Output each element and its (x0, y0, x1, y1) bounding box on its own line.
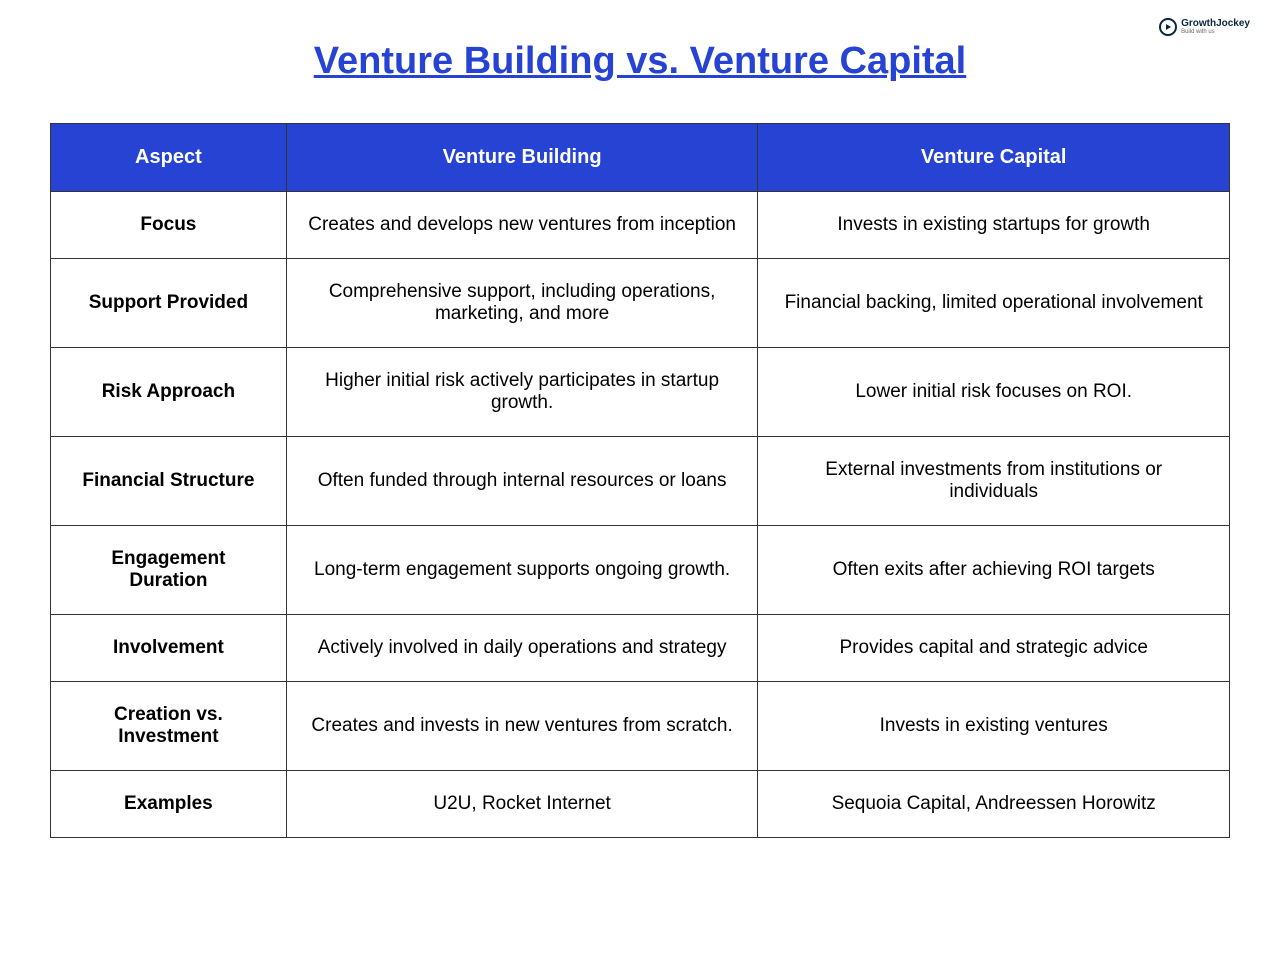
building-cell: Long-term engagement supports ongoing gr… (286, 526, 758, 615)
building-cell: Creates and invests in new ventures from… (286, 682, 758, 771)
col-header-building: Venture Building (286, 124, 758, 192)
aspect-cell: Creation vs. Investment (51, 682, 287, 771)
table-row: Support Provided Comprehensive support, … (51, 259, 1230, 348)
aspect-cell: Involvement (51, 615, 287, 682)
col-header-aspect: Aspect (51, 124, 287, 192)
logo-tagline: Build with us (1181, 29, 1250, 35)
building-cell: U2U, Rocket Internet (286, 771, 758, 838)
building-cell: Higher initial risk actively participate… (286, 348, 758, 437)
capital-cell: Lower initial risk focuses on ROI. (758, 348, 1230, 437)
capital-cell: Financial backing, limited operational i… (758, 259, 1230, 348)
building-cell: Creates and develops new ventures from i… (286, 192, 758, 259)
capital-cell: Often exits after achieving ROI targets (758, 526, 1230, 615)
brand-logo: GrowthJockey Build with us (1159, 18, 1250, 36)
table-header-row: Aspect Venture Building Venture Capital (51, 124, 1230, 192)
logo-text: GrowthJockey Build with us (1181, 19, 1250, 35)
col-header-capital: Venture Capital (758, 124, 1230, 192)
capital-cell: Invests in existing ventures (758, 682, 1230, 771)
capital-cell: Sequoia Capital, Andreessen Horowitz (758, 771, 1230, 838)
aspect-cell: Support Provided (51, 259, 287, 348)
table-row: Risk Approach Higher initial risk active… (51, 348, 1230, 437)
building-cell: Often funded through internal resources … (286, 437, 758, 526)
logo-icon (1159, 18, 1177, 36)
table-row: Involvement Actively involved in daily o… (51, 615, 1230, 682)
aspect-cell: Financial Structure (51, 437, 287, 526)
table-row: Focus Creates and develops new ventures … (51, 192, 1230, 259)
building-cell: Comprehensive support, including operati… (286, 259, 758, 348)
aspect-cell: Focus (51, 192, 287, 259)
aspect-cell: Engagement Duration (51, 526, 287, 615)
logo-name: GrowthJockey (1181, 19, 1250, 29)
table-row: Creation vs. Investment Creates and inve… (51, 682, 1230, 771)
aspect-cell: Risk Approach (51, 348, 287, 437)
table-row: Engagement Duration Long-term engagement… (51, 526, 1230, 615)
aspect-cell: Examples (51, 771, 287, 838)
comparison-table: Aspect Venture Building Venture Capital … (50, 123, 1230, 838)
building-cell: Actively involved in daily operations an… (286, 615, 758, 682)
capital-cell: External investments from institutions o… (758, 437, 1230, 526)
capital-cell: Provides capital and strategic advice (758, 615, 1230, 682)
capital-cell: Invests in existing startups for growth (758, 192, 1230, 259)
page-title: Venture Building vs. Venture Capital (50, 40, 1230, 83)
table-row: Financial Structure Often funded through… (51, 437, 1230, 526)
table-row: Examples U2U, Rocket Internet Sequoia Ca… (51, 771, 1230, 838)
